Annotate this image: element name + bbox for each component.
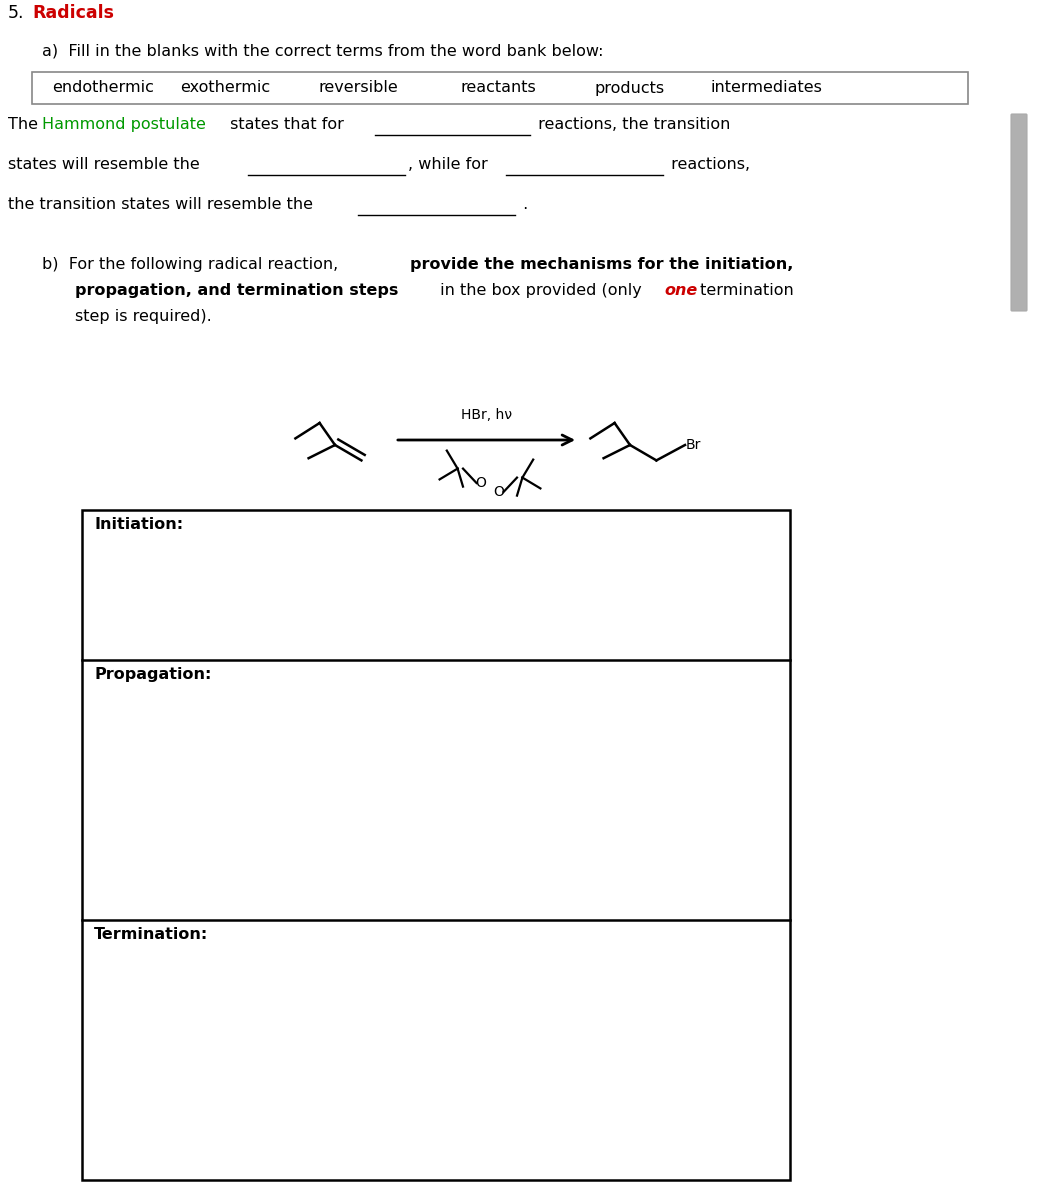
Text: reactants: reactants — [460, 80, 536, 96]
Text: the transition states will resemble the: the transition states will resemble the — [8, 197, 313, 212]
Text: products: products — [594, 80, 665, 96]
Text: reactions, the transition: reactions, the transition — [534, 116, 730, 132]
Text: Radicals: Radicals — [32, 4, 114, 22]
Text: endothermic: endothermic — [52, 80, 154, 96]
Text: Termination:: Termination: — [94, 926, 208, 942]
Bar — [82, 510, 790, 1180]
Text: in the box provided (only: in the box provided (only — [435, 283, 647, 298]
Text: exothermic: exothermic — [180, 80, 270, 96]
Text: propagation, and termination steps: propagation, and termination steps — [75, 283, 398, 298]
FancyBboxPatch shape — [1011, 114, 1028, 311]
Text: reactions,: reactions, — [666, 157, 750, 172]
Text: O: O — [475, 476, 487, 490]
Text: intermediates: intermediates — [710, 80, 822, 96]
Text: termination: termination — [695, 283, 794, 298]
Text: Hammond postulate: Hammond postulate — [42, 116, 206, 132]
Text: reversible: reversible — [318, 80, 397, 96]
Text: O: O — [494, 485, 504, 499]
Text: b)  For the following radical reaction,: b) For the following radical reaction, — [42, 257, 343, 272]
Text: provide the mechanisms for the initiation,: provide the mechanisms for the initiatio… — [410, 257, 794, 272]
Text: a)  Fill in the blanks with the correct terms from the word bank below:: a) Fill in the blanks with the correct t… — [42, 43, 603, 58]
Text: one: one — [664, 283, 697, 298]
Text: states that for: states that for — [225, 116, 344, 132]
Text: 5.: 5. — [8, 4, 25, 22]
Text: Initiation:: Initiation: — [94, 517, 183, 532]
Text: , while for: , while for — [408, 157, 488, 172]
Text: .: . — [518, 197, 528, 212]
Text: step is required).: step is required). — [75, 308, 212, 324]
Text: Propagation:: Propagation: — [94, 667, 211, 682]
Bar — [32, 72, 968, 104]
Text: Br: Br — [686, 438, 701, 452]
Text: HBr, hν: HBr, hν — [462, 408, 513, 422]
Text: states will resemble the: states will resemble the — [8, 157, 200, 172]
Text: The: The — [8, 116, 43, 132]
